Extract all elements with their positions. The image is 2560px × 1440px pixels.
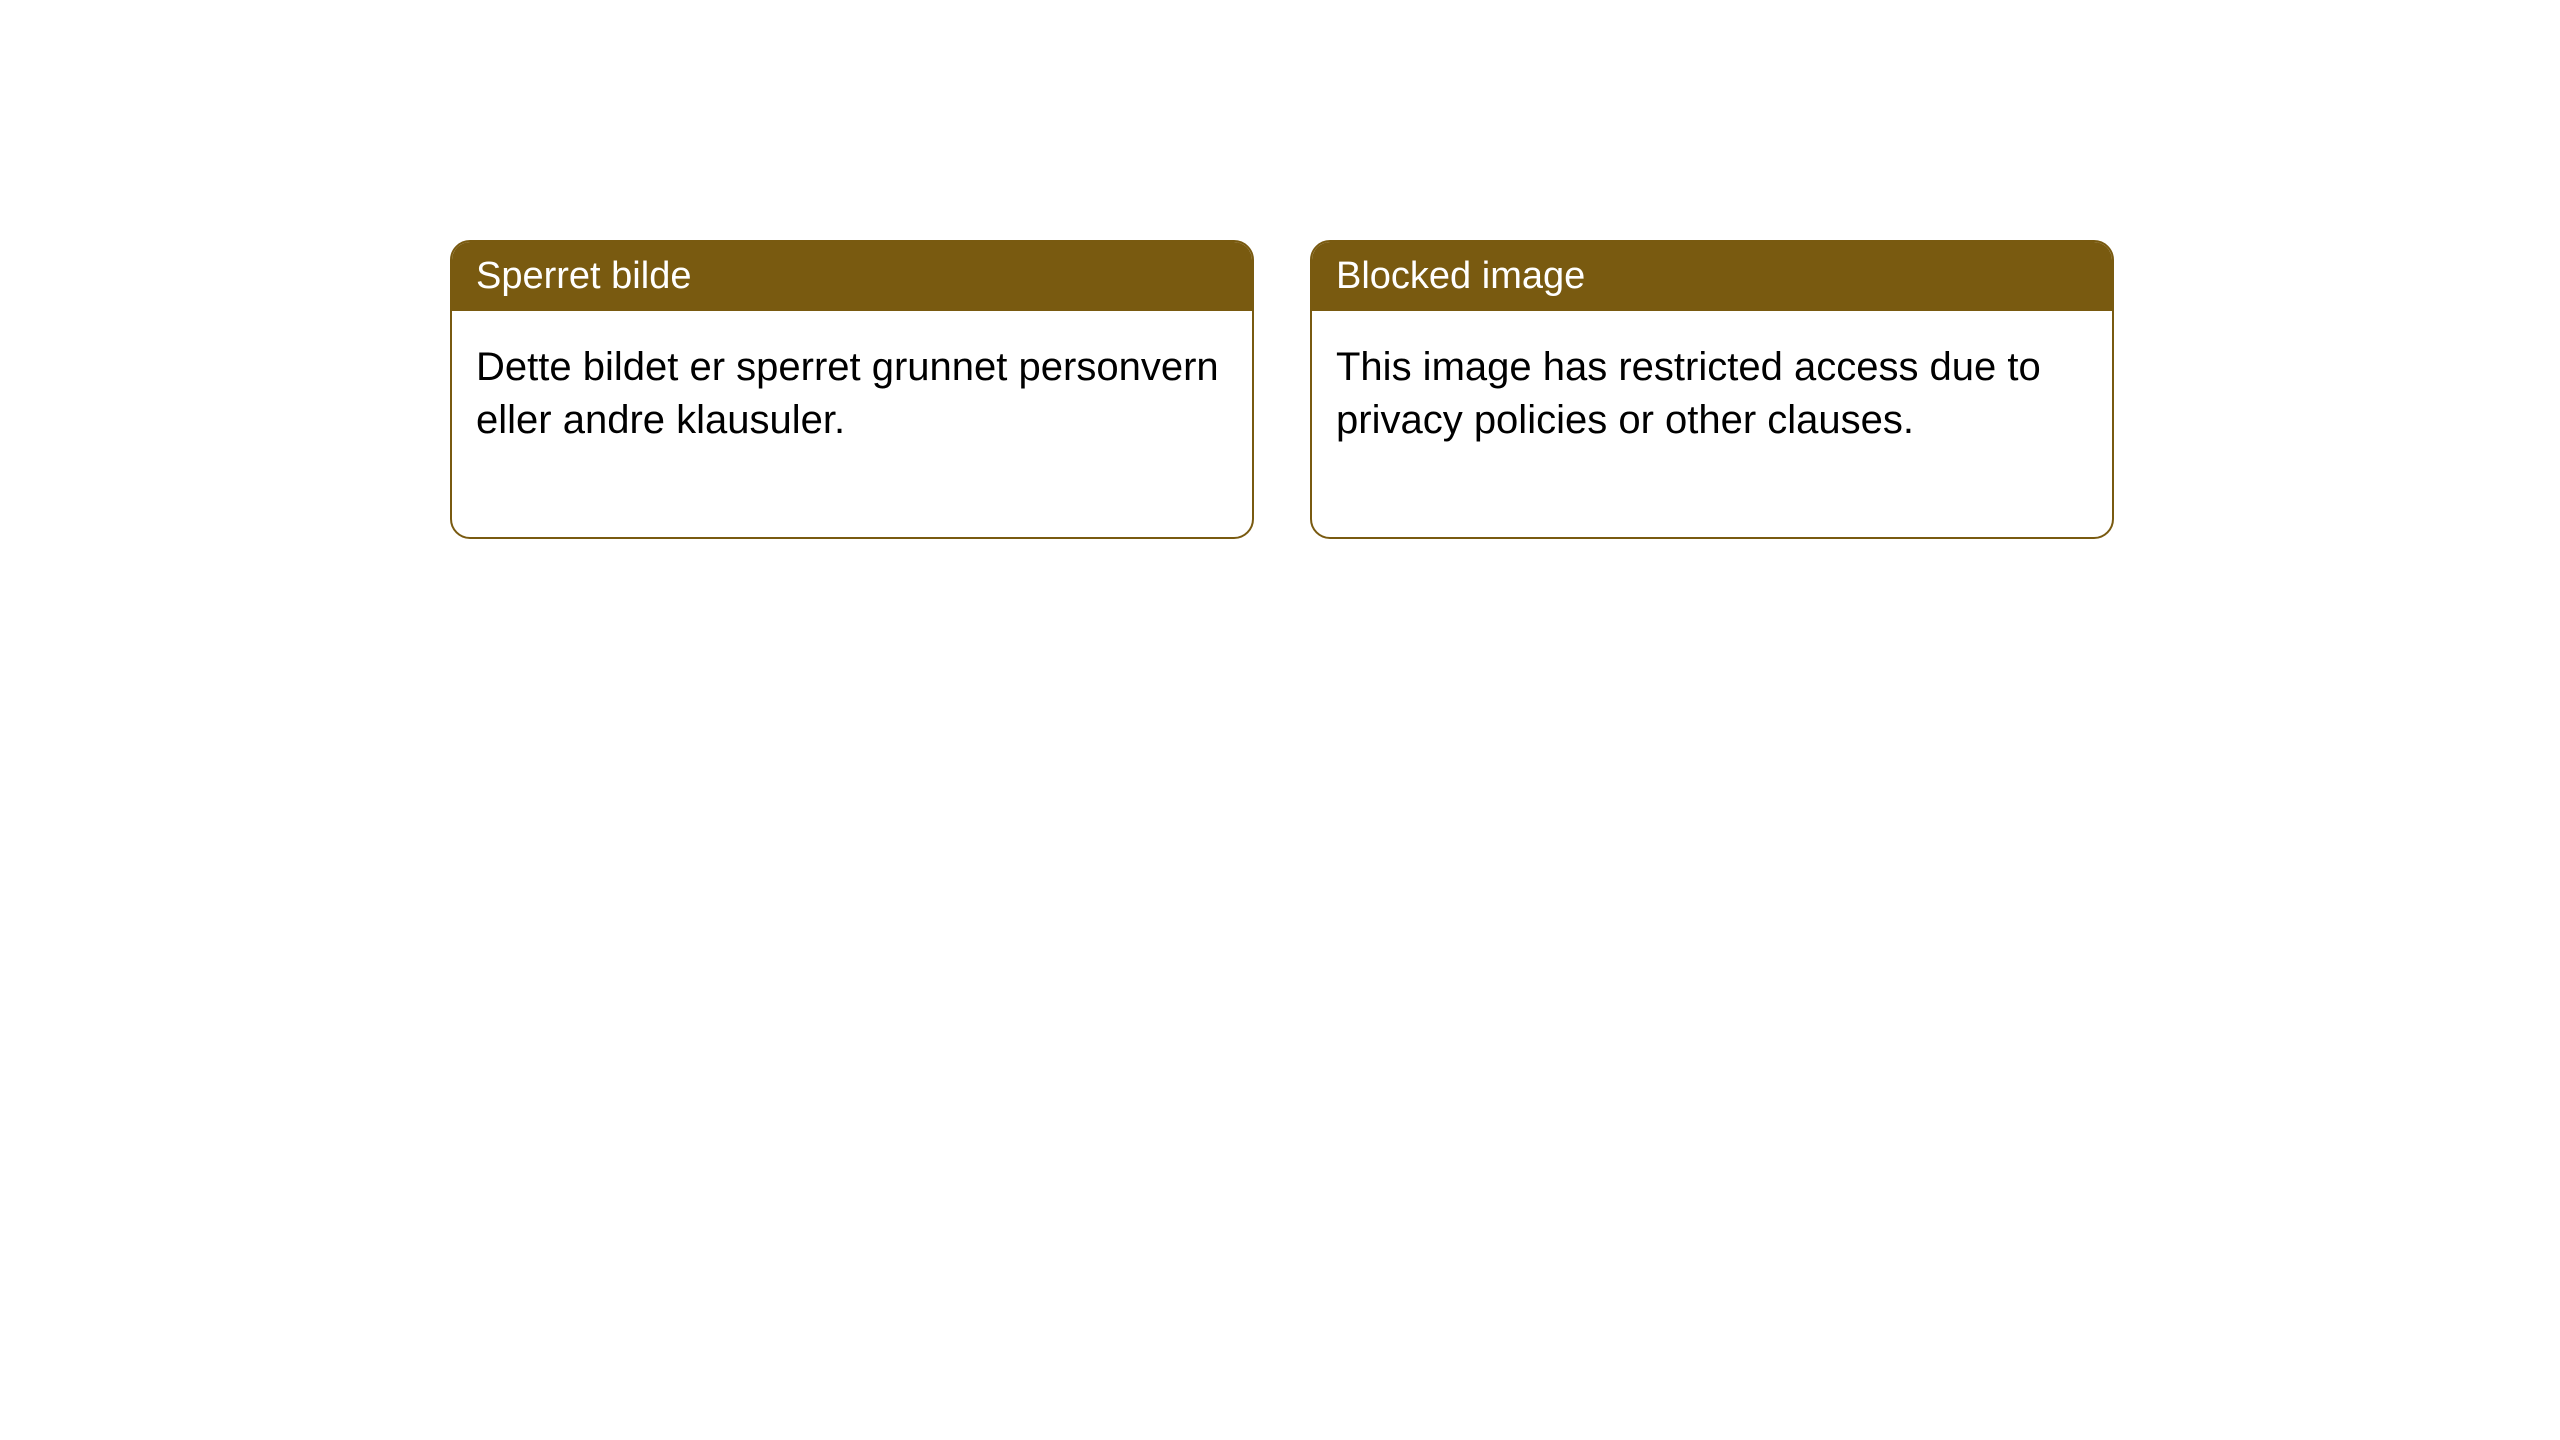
card-title: Blocked image	[1336, 255, 1585, 297]
card-header: Sperret bilde	[452, 242, 1252, 311]
notice-cards-container: Sperret bilde Dette bildet er sperret gr…	[0, 0, 2560, 539]
card-title: Sperret bilde	[476, 255, 691, 297]
card-body-text: This image has restricted access due to …	[1336, 345, 2041, 442]
notice-card-english: Blocked image This image has restricted …	[1310, 240, 2114, 539]
card-body: Dette bildet er sperret grunnet personve…	[452, 311, 1252, 537]
card-body: This image has restricted access due to …	[1312, 311, 2112, 537]
notice-card-norwegian: Sperret bilde Dette bildet er sperret gr…	[450, 240, 1254, 539]
card-body-text: Dette bildet er sperret grunnet personve…	[476, 345, 1219, 442]
card-header: Blocked image	[1312, 242, 2112, 311]
